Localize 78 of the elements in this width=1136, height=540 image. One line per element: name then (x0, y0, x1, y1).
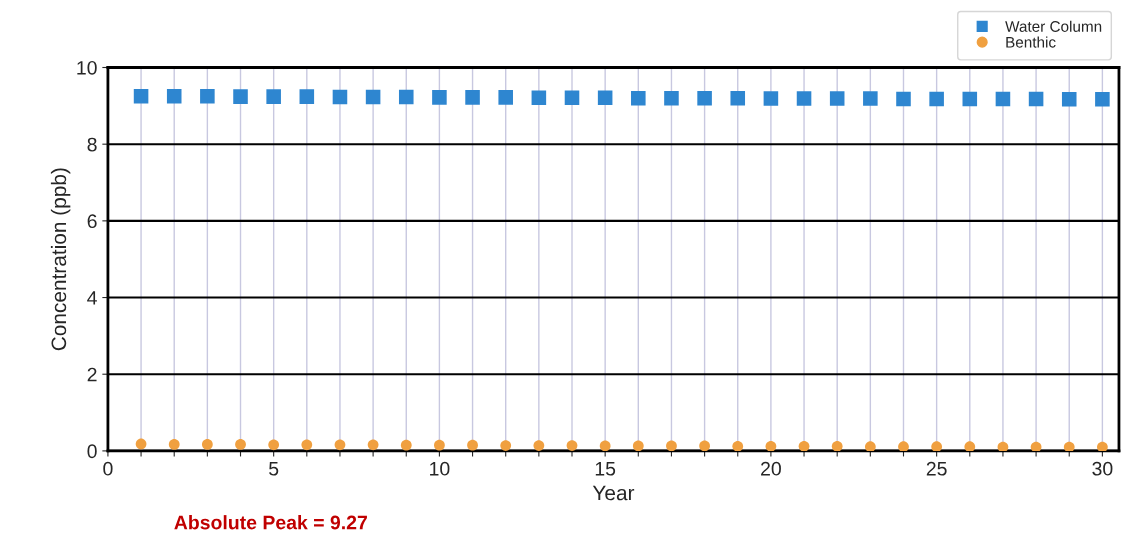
x-tick-label: 30 (1092, 461, 1113, 476)
point (931, 441, 943, 451)
y-tick-label: 4 (87, 291, 97, 305)
point (732, 440, 744, 451)
y-tick-label: 6 (87, 214, 97, 229)
point (697, 90, 712, 106)
point (962, 91, 978, 107)
point (564, 90, 580, 106)
point (997, 441, 1009, 451)
point (664, 90, 679, 106)
point (898, 441, 909, 451)
point (268, 439, 280, 451)
x-tick-label: 25 (926, 461, 947, 476)
point (367, 439, 379, 451)
y-tick-label: 8 (87, 137, 97, 152)
point (201, 439, 213, 450)
point (666, 440, 677, 451)
point (863, 91, 878, 106)
point (465, 90, 480, 105)
point (796, 91, 812, 106)
point (533, 440, 545, 451)
point (266, 89, 281, 104)
point (168, 439, 180, 450)
point (400, 439, 412, 451)
point (498, 90, 513, 105)
point (763, 91, 779, 106)
point (133, 88, 149, 104)
point (566, 440, 578, 451)
point (896, 91, 911, 107)
point (1095, 92, 1110, 107)
point (798, 440, 810, 451)
point (432, 90, 447, 105)
point (332, 89, 348, 105)
point (500, 440, 512, 451)
x-tick-label: 5 (269, 462, 279, 476)
point (233, 89, 248, 104)
point (1028, 91, 1044, 107)
point (864, 441, 876, 451)
y-tick-label: 10 (77, 60, 97, 75)
point (200, 88, 215, 104)
point (235, 439, 246, 450)
point (365, 89, 381, 105)
point (831, 440, 843, 451)
text: Absolute Peak = 9.27 (174, 515, 367, 530)
point (597, 90, 613, 106)
point (699, 440, 710, 451)
point (531, 90, 547, 106)
point (166, 88, 182, 104)
point (829, 91, 845, 106)
point (301, 439, 313, 451)
x-tick-label: 0 (103, 461, 113, 476)
point (1063, 441, 1075, 451)
x-axis-title: Year (592, 485, 635, 501)
point (730, 90, 746, 106)
x-tick-label: 20 (761, 461, 781, 476)
point (929, 91, 944, 107)
y-axis-title: Concentration (ppb) (50, 168, 71, 351)
point (135, 438, 147, 450)
point (398, 89, 414, 105)
point (1061, 92, 1077, 107)
x-tick-label: 15 (595, 462, 616, 476)
point (1030, 441, 1042, 451)
point (632, 440, 644, 451)
legend-label: Benthic (1006, 36, 1056, 48)
point (964, 441, 976, 451)
point (1097, 441, 1108, 451)
point (765, 440, 777, 451)
point (599, 440, 611, 451)
point (631, 90, 646, 106)
point (299, 89, 315, 104)
y-tick-label: 2 (87, 367, 97, 382)
legend-label: Water Column (1005, 20, 1102, 32)
point (995, 91, 1011, 107)
point (434, 439, 445, 451)
y-tick-label: 0 (87, 444, 97, 459)
point (467, 439, 478, 451)
x-tick-label: 10 (430, 461, 450, 476)
point (334, 439, 346, 451)
